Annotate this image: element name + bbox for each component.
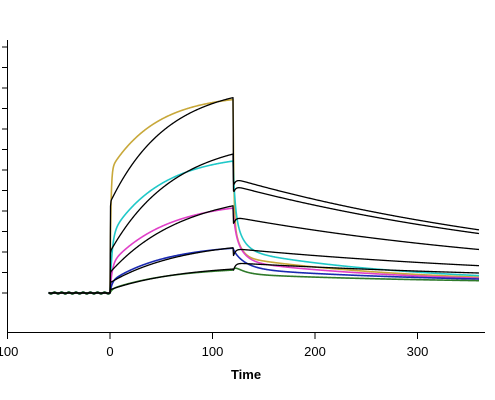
fit-curve [48, 153, 480, 294]
fit-curve [48, 247, 480, 294]
x-axis-title: Time [231, 367, 261, 382]
measured-curve [47, 207, 480, 295]
x-tick-label: 200 [304, 344, 326, 359]
x-tick-label: 100 [202, 344, 224, 359]
fit-curve [48, 96, 480, 294]
fit-curve [48, 205, 480, 294]
x-tick-label: 100 [0, 344, 18, 359]
measured-curve [47, 98, 480, 295]
x-tick-label: 300 [407, 344, 429, 359]
x-axis-ticks: 100 0 100 200 300 [0, 333, 428, 359]
x-tick-label: 0 [106, 344, 113, 359]
y-axis-ticks [2, 46, 8, 294]
plot-area: 100 0 100 200 300 [0, 40, 485, 359]
series-layer [47, 96, 480, 295]
fit-curve [48, 262, 480, 294]
measured-curve [47, 247, 480, 295]
measured-curve [47, 160, 480, 295]
